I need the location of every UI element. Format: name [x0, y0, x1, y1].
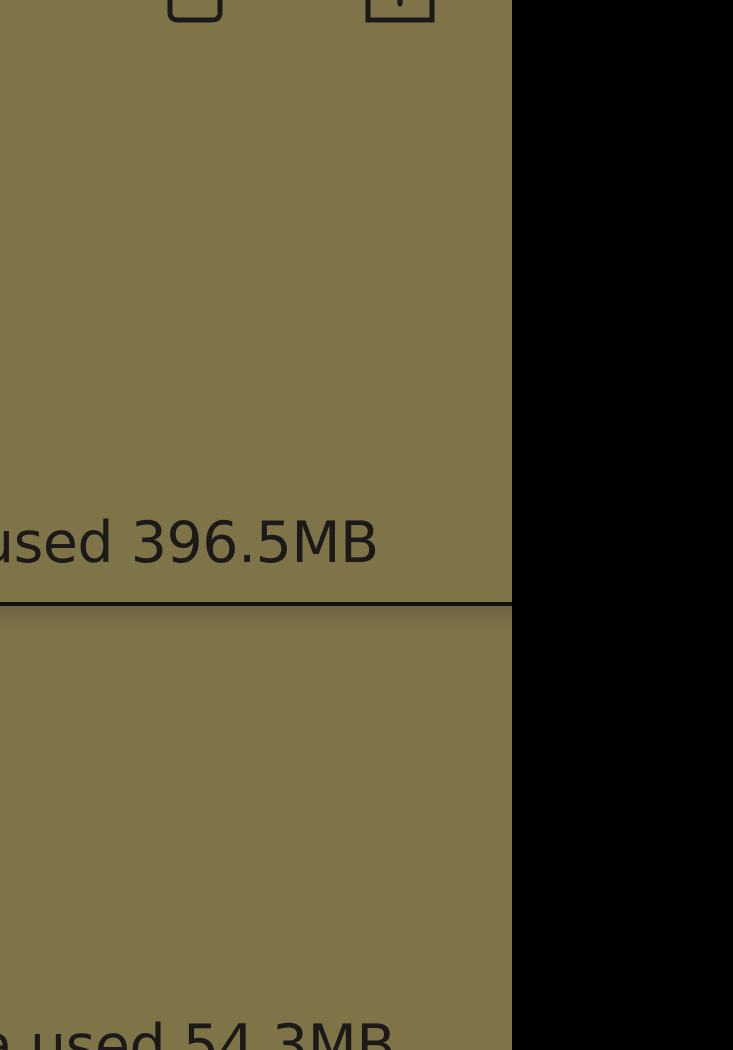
- storage-list-item[interactable]: used 396.5MB: [0, 0, 512, 603]
- app-icon[interactable]: [160, 0, 230, 32]
- storage-list-item[interactable]: [0, 606, 512, 1050]
- share-icon[interactable]: [360, 0, 440, 32]
- list-divider: [0, 602, 512, 606]
- storage-usage-text: used 396.5MB: [0, 510, 379, 576]
- storage-usage-text: a used 54.3MB: [0, 1013, 395, 1050]
- storage-list: used 396.5MB a used 54.3MB: [0, 0, 512, 1050]
